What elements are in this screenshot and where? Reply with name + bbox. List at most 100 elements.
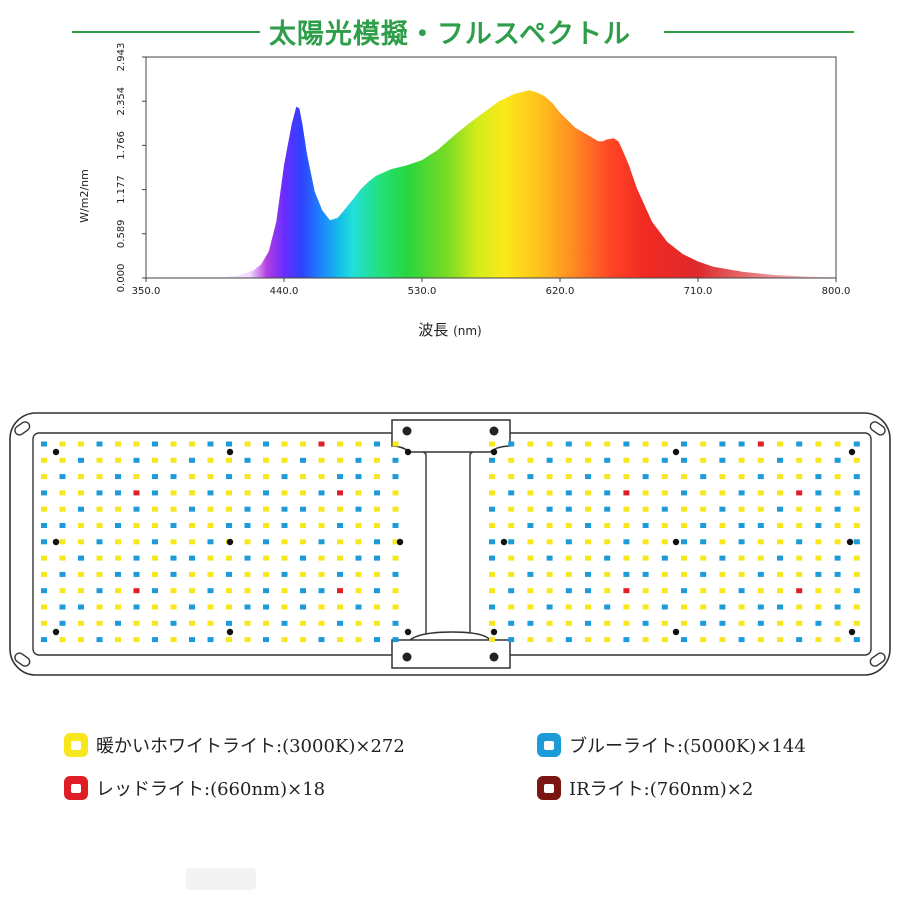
led-chip — [815, 620, 822, 626]
led-chip — [738, 506, 745, 512]
led-chip — [719, 620, 726, 626]
led-chip — [244, 588, 251, 594]
led-chip — [853, 474, 860, 480]
led-chip — [681, 620, 687, 626]
led-chip — [115, 637, 121, 643]
led-chip — [661, 588, 668, 594]
led-chip — [738, 620, 745, 626]
led-chip — [281, 474, 288, 480]
x-axis-label-unit: (nm) — [453, 324, 482, 338]
led-chip — [508, 490, 515, 496]
led-chip — [757, 441, 764, 447]
led-chip — [527, 474, 534, 480]
led-chip — [527, 490, 534, 496]
led-chip — [41, 523, 47, 528]
led-chip — [226, 571, 232, 577]
led-chip — [337, 571, 343, 577]
led-chip — [796, 539, 803, 545]
led-chip — [546, 637, 553, 643]
led-chip — [719, 506, 726, 512]
led-chip — [263, 571, 269, 577]
led-chip — [263, 441, 269, 447]
led-chip — [796, 490, 803, 496]
led-chip — [226, 506, 232, 512]
panel-dot — [226, 538, 234, 546]
led-chip — [133, 539, 140, 545]
led-chip — [374, 506, 380, 512]
led-chip — [115, 539, 121, 545]
panel-dot — [490, 448, 498, 456]
led-chip — [337, 637, 343, 643]
led-chip — [508, 474, 515, 480]
led-chip — [834, 490, 841, 496]
led-chip — [796, 604, 803, 610]
led-chip — [796, 637, 803, 643]
led-chip — [719, 539, 726, 545]
led-chip — [337, 441, 343, 447]
panel-dot — [226, 628, 234, 636]
led-chip — [337, 539, 343, 545]
led-chip — [700, 637, 707, 643]
led-chip — [318, 637, 325, 643]
led-chip — [41, 457, 47, 463]
led-chip — [815, 604, 822, 610]
led-chip — [133, 555, 140, 561]
led-chip — [355, 637, 362, 643]
led-chip — [777, 506, 783, 512]
led-chip — [642, 474, 649, 480]
led-chip — [392, 506, 399, 512]
led-chip — [661, 604, 668, 610]
led-chip — [757, 523, 764, 528]
led-chip — [757, 571, 764, 577]
led-chip — [226, 588, 232, 594]
led-grid — [41, 441, 860, 643]
led-chip — [623, 474, 630, 480]
led-chip — [777, 457, 783, 463]
led-chip — [78, 506, 84, 512]
led-chip — [527, 441, 534, 447]
led-chip — [300, 457, 306, 463]
led-chip — [565, 620, 572, 626]
led-chip — [207, 474, 214, 480]
led-chip — [834, 474, 841, 480]
led-chip — [604, 637, 611, 643]
led-chip — [392, 620, 399, 626]
led-chip — [565, 604, 572, 610]
led-chip — [661, 637, 668, 643]
led-chip — [115, 441, 121, 447]
led-chip — [374, 457, 380, 463]
led-chip — [355, 490, 362, 496]
led-chip — [853, 604, 860, 610]
led-chip — [777, 441, 783, 447]
led-chip — [281, 604, 288, 610]
led-chip — [853, 441, 860, 447]
led-chip — [281, 457, 288, 463]
led-chip — [546, 490, 553, 496]
led-chip — [207, 506, 214, 512]
led-chip — [585, 474, 591, 480]
led-chip — [853, 571, 860, 577]
led-chip — [738, 457, 745, 463]
led-chip — [642, 506, 649, 512]
led-chip — [681, 457, 687, 463]
led-chip — [133, 490, 140, 496]
led-chip — [489, 555, 495, 561]
led-chip — [623, 441, 630, 447]
led-chip — [853, 490, 860, 496]
led-chip — [41, 506, 47, 512]
led-chip — [777, 620, 783, 626]
led-chip — [642, 604, 649, 610]
led-chip — [546, 474, 553, 480]
led-chip — [392, 457, 399, 463]
led-chip — [96, 474, 103, 480]
led-chip — [392, 490, 399, 496]
led-chip — [834, 637, 841, 643]
led-chip — [623, 588, 630, 594]
led-chip — [152, 441, 158, 447]
led-chip — [152, 457, 158, 463]
led-chip — [681, 571, 687, 577]
led-chip — [565, 457, 572, 463]
led-chip — [300, 637, 306, 643]
panel-dot — [672, 538, 680, 546]
led-chip — [489, 539, 495, 545]
